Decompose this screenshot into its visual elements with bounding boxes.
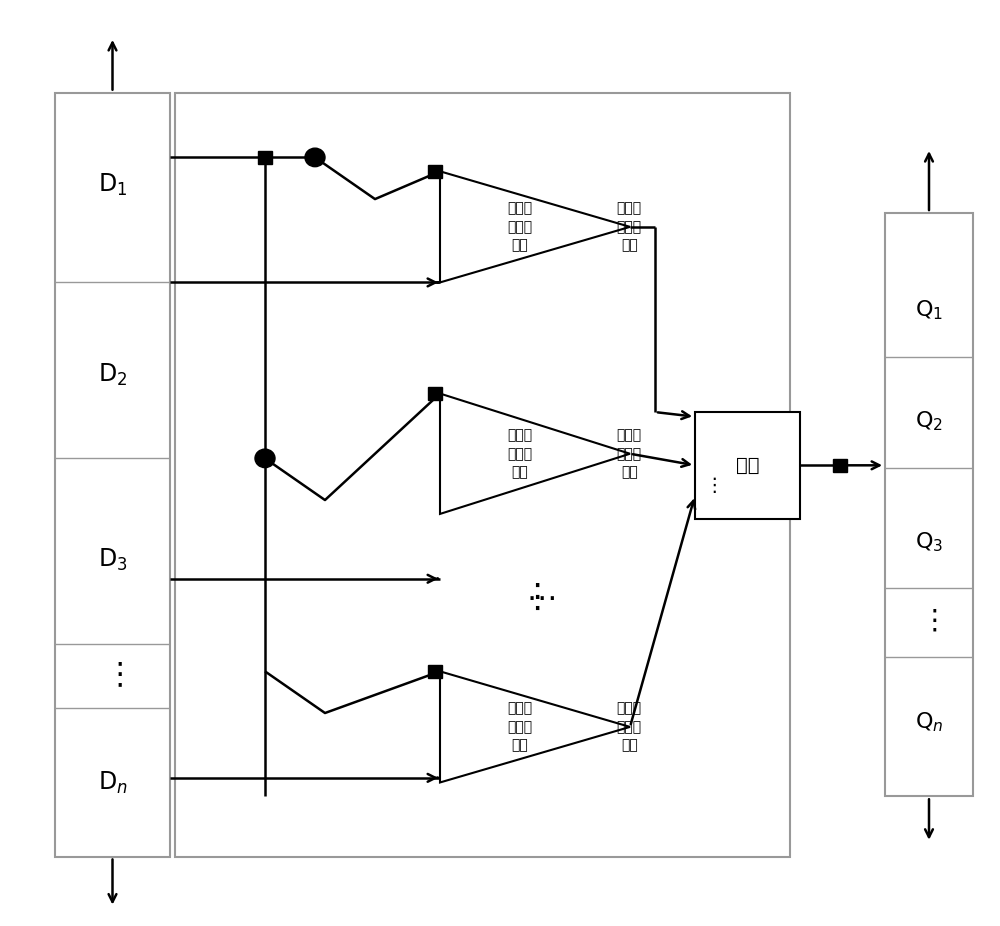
Bar xyxy=(428,665,442,678)
Circle shape xyxy=(255,449,275,468)
Text: Q$_{2}$: Q$_{2}$ xyxy=(915,409,943,433)
Bar xyxy=(833,459,847,472)
Text: $\vdots$: $\vdots$ xyxy=(104,661,122,691)
Bar xyxy=(695,412,800,519)
Polygon shape xyxy=(440,671,630,782)
Text: D$_{n}$: D$_{n}$ xyxy=(98,770,128,795)
Polygon shape xyxy=(440,394,630,514)
Text: 自相似
性对比
算法: 自相似 性对比 算法 xyxy=(507,702,532,752)
Text: 自相似
性对比
算法: 自相似 性对比 算法 xyxy=(617,202,642,252)
Text: D$_{1}$: D$_{1}$ xyxy=(98,172,128,198)
Text: Q$_{3}$: Q$_{3}$ xyxy=(915,530,943,554)
Bar xyxy=(885,213,973,796)
Bar xyxy=(175,93,790,857)
Text: $\vdots$: $\vdots$ xyxy=(520,581,540,614)
Bar xyxy=(428,165,442,178)
Circle shape xyxy=(305,148,325,167)
Text: 均値: 均値 xyxy=(736,456,759,475)
Text: D$_{3}$: D$_{3}$ xyxy=(98,547,128,573)
Text: 自相似
性对比
算法: 自相似 性对比 算法 xyxy=(617,702,642,752)
Text: 自相似
性对比
算法: 自相似 性对比 算法 xyxy=(507,202,532,252)
Bar xyxy=(428,387,442,400)
Bar xyxy=(258,151,272,164)
Text: $\cdots$: $\cdots$ xyxy=(526,582,554,612)
Text: $\vdots$: $\vdots$ xyxy=(920,607,938,634)
Text: $\vdots$: $\vdots$ xyxy=(704,475,716,495)
Polygon shape xyxy=(440,171,630,282)
Text: 自相似
性对比
算法: 自相似 性对比 算法 xyxy=(507,429,532,479)
Text: 自相似
性对比
算法: 自相似 性对比 算法 xyxy=(617,429,642,479)
Bar xyxy=(55,93,170,857)
Text: Q$_{n}$: Q$_{n}$ xyxy=(915,710,943,734)
Text: D$_{2}$: D$_{2}$ xyxy=(98,362,128,388)
Text: Q$_{1}$: Q$_{1}$ xyxy=(915,298,943,322)
